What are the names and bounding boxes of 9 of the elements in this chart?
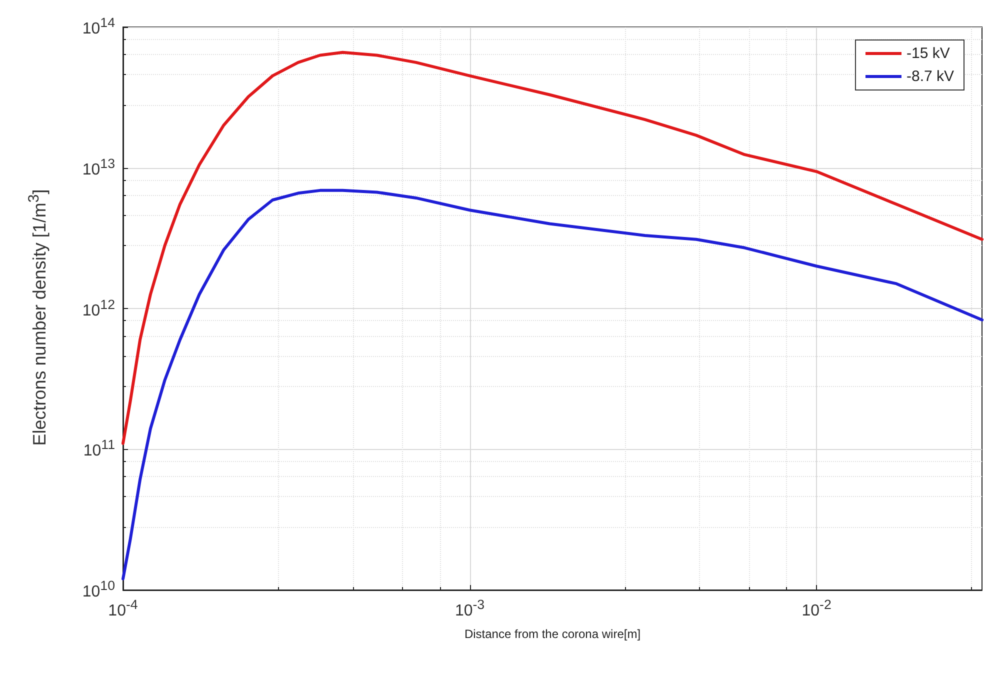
legend-label: -8.7 kV	[906, 68, 954, 85]
x-tick-label: 10$^{-3}$	[454, 597, 486, 620]
x-axis-title: Distance from the corona wire[m]	[464, 627, 641, 641]
y-tick-label: 10$^{11}$	[83, 437, 115, 461]
legend-label: -15 kV	[906, 45, 950, 62]
y-tick-label: 10$^{12}$	[82, 296, 115, 320]
y-tick-label: 10$^{13}$	[82, 156, 115, 180]
x-tick-label: 10$^{-2}$	[800, 597, 832, 620]
y-tick-label: 10$^{14}$	[82, 15, 115, 38]
